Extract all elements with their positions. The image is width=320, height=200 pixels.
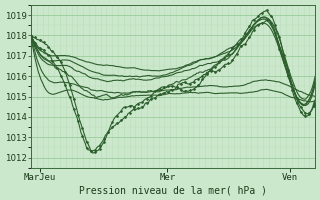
X-axis label: Pression niveau de la mer( hPa ): Pression niveau de la mer( hPa ): [79, 185, 267, 195]
